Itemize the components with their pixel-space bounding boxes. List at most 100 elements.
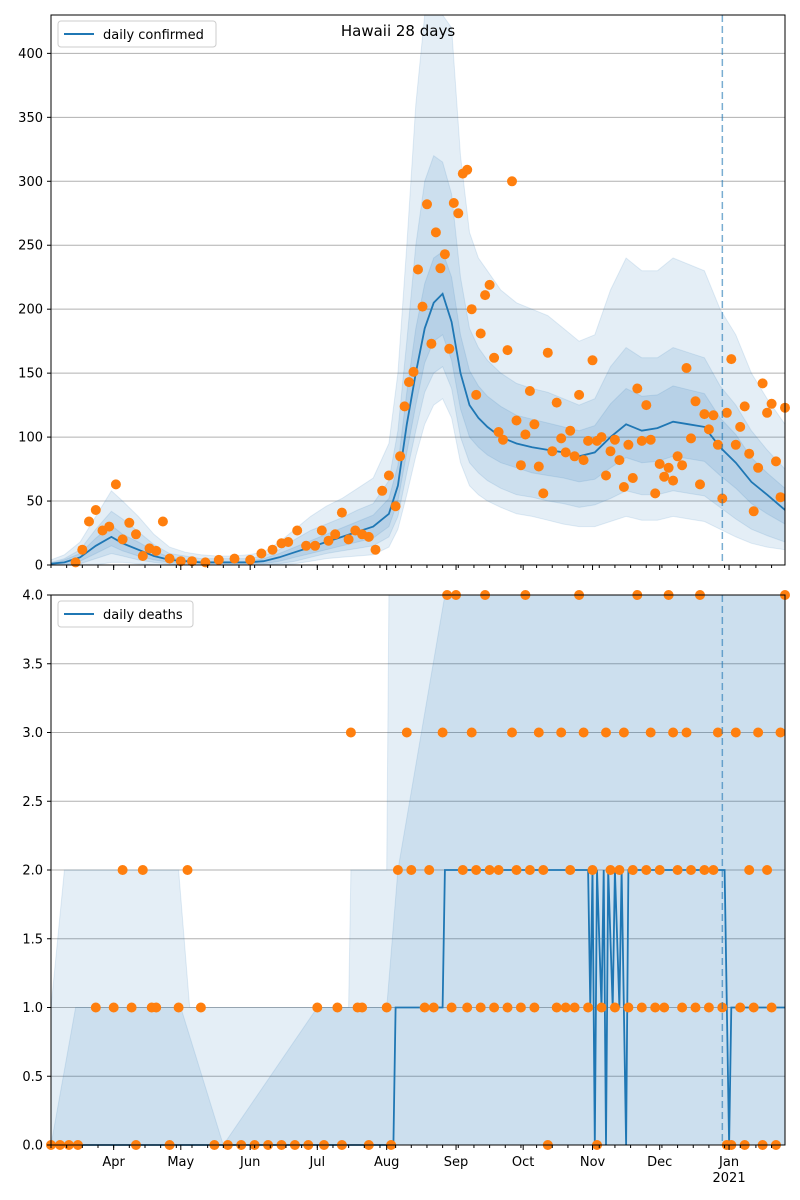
confirmed-point — [578, 455, 589, 466]
confirmed-point — [484, 279, 495, 290]
deaths-point — [457, 865, 468, 875]
confirmed-point — [292, 525, 303, 536]
deaths-point — [401, 727, 412, 738]
deaths-point — [137, 865, 148, 875]
confirmed-point — [399, 401, 410, 412]
deaths-point — [730, 727, 741, 738]
confirmed-point — [753, 462, 764, 473]
confirmed-point — [267, 544, 278, 555]
confirmed-point — [151, 545, 162, 556]
y-tick-label: 400 — [18, 47, 43, 62]
x-tick-label: Apr — [102, 1155, 125, 1170]
deaths-y-axis: 0.0 0.5 1.0 1.5 2.0 2.5 3.0 3.5 4.0 — [22, 589, 51, 1154]
confirmed-point — [547, 446, 558, 457]
deaths-point — [578, 727, 589, 738]
confirmed-point — [708, 410, 719, 421]
confirmed-point — [717, 493, 728, 504]
confirmed-point — [175, 556, 186, 567]
deaths-point — [699, 865, 710, 875]
confirmed-point — [677, 460, 688, 471]
confirmed-point — [650, 488, 661, 499]
deaths-point — [703, 1002, 714, 1013]
confirmed-axes-frame — [50, 14, 786, 566]
confirmed-point — [462, 164, 473, 175]
confirmed-point — [316, 525, 327, 536]
confirmed-point — [466, 304, 477, 315]
deaths-point — [569, 1002, 580, 1013]
confirmed-point — [686, 433, 696, 444]
deaths-point — [484, 865, 495, 875]
confirmed-point — [601, 470, 611, 481]
deaths-point — [627, 865, 638, 875]
confirmed-point — [520, 429, 531, 440]
deaths-point — [623, 1002, 634, 1013]
confirmed-point — [502, 345, 513, 356]
confirmed-point — [587, 355, 598, 366]
deaths-x-axis: Apr May Jun Jul Aug Sep Oct Nov Dec Jan — [50, 1145, 773, 1170]
confirmed-legend-box — [57, 20, 217, 48]
deaths-point — [462, 1002, 473, 1013]
confirmed-point — [323, 535, 334, 546]
deaths-point — [332, 1002, 343, 1013]
confirmed-point — [641, 400, 652, 411]
confirmed-point — [370, 544, 381, 555]
confirmed-legend: daily confirmed — [57, 20, 217, 48]
confirmed-point — [636, 435, 647, 446]
y-tick-label: 250 — [18, 239, 43, 254]
confirmed-point — [614, 455, 625, 466]
confirmed-point — [538, 488, 549, 499]
y-tick-label: 350 — [18, 111, 43, 126]
confirmed-point — [672, 451, 683, 462]
deaths-point — [645, 727, 656, 738]
confirmed-point — [766, 398, 777, 409]
y-tick-label: 3.5 — [22, 657, 43, 672]
confirmed-point — [605, 446, 616, 457]
confirmed-point — [739, 401, 750, 412]
confirmed-point — [699, 409, 710, 420]
deaths-point — [560, 1002, 571, 1013]
confirmed-point — [110, 479, 121, 490]
deaths-point — [681, 727, 692, 738]
deaths-point — [766, 1002, 777, 1013]
confirmed-point — [556, 433, 567, 444]
confirmed-point — [84, 516, 94, 527]
y-tick-label: 0.5 — [22, 1070, 43, 1085]
confirmed-point — [659, 471, 670, 482]
y-tick-label: 4.0 — [22, 589, 43, 604]
y-tick-label: 50 — [26, 495, 43, 510]
deaths-point — [551, 1002, 562, 1013]
confirmed-point — [551, 397, 562, 408]
confirmed-point — [426, 338, 437, 349]
confirmed-point — [245, 554, 256, 565]
deaths-point — [493, 865, 504, 875]
deaths-point — [690, 1002, 701, 1013]
confirmed-point — [757, 378, 768, 389]
confirmed-point — [117, 534, 128, 545]
deaths-point — [392, 865, 403, 875]
confirmed-point — [645, 434, 656, 445]
confirmed-point — [574, 389, 585, 400]
confirmed-point — [475, 328, 486, 339]
deaths-point — [419, 1002, 430, 1013]
y-tick-label: 150 — [18, 367, 43, 382]
deaths-point — [424, 865, 435, 875]
confirmed-point — [157, 516, 168, 527]
deaths-point — [475, 1002, 486, 1013]
confirmed-point — [735, 421, 746, 432]
confirmed-point — [336, 507, 347, 518]
confirmed-point — [730, 439, 741, 450]
deaths-point — [502, 1002, 513, 1013]
confirmed-point — [377, 485, 388, 496]
deaths-point — [596, 1002, 607, 1013]
x-tick-label: Oct — [512, 1155, 534, 1170]
confirmed-point — [583, 435, 594, 446]
deaths-point — [117, 865, 128, 875]
deaths-point — [686, 865, 696, 875]
deaths-daily-points — [46, 590, 790, 1150]
confirmed-point — [480, 290, 491, 301]
deaths-legend-box — [57, 600, 194, 628]
confirmed-point — [124, 517, 135, 528]
deaths-point — [753, 727, 764, 738]
confirmed-point — [444, 343, 455, 354]
